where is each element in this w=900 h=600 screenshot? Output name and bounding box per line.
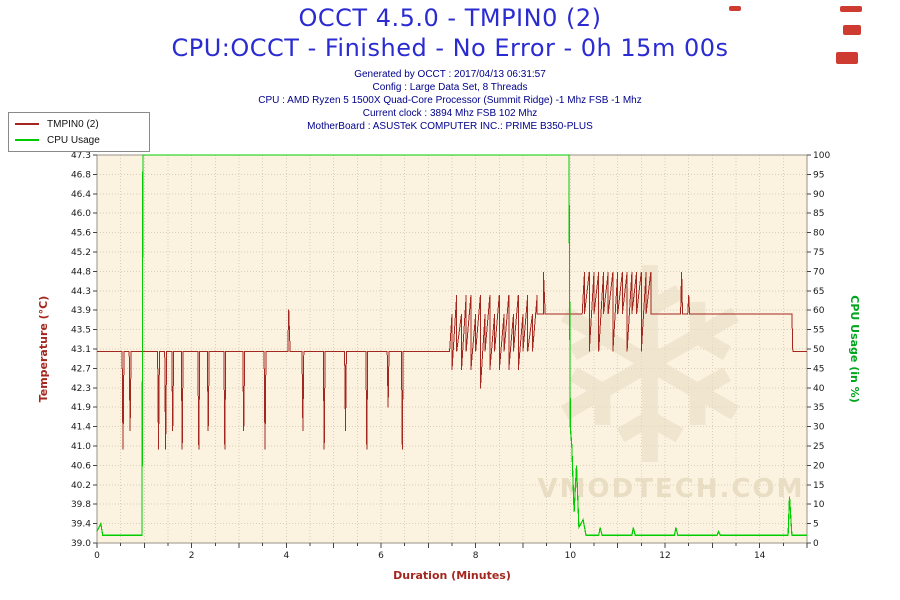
y-right-tick-label: 75 [813, 248, 824, 258]
legend-item-cpu-usage: CPU Usage [15, 132, 143, 148]
y-left-tick-label: 42.3 [71, 384, 91, 394]
meta-line-generated: Generated by OCCT : 2017/04/13 06:31:57 [354, 69, 546, 80]
y-right-tick-label: 30 [813, 423, 825, 433]
cpu-usage-line-swatch [15, 139, 39, 141]
y-right-tick-label: 80 [813, 229, 825, 239]
y-right-tick-label: 50 [813, 345, 825, 355]
page-subtitle: CPU:OCCT - Finished - No Error - 0h 15m … [171, 34, 729, 62]
y-left-tick-label: 39.0 [71, 539, 91, 549]
y-left-tick-label: 41.0 [71, 442, 91, 452]
y-right-tick-label: 95 [813, 170, 824, 180]
watermark-snowflake-icon: ❄ [537, 211, 763, 526]
legend-item-tmpin0: TMPIN0 (2) [15, 116, 143, 132]
y-right-tick-label: 85 [813, 209, 824, 219]
y-left-tick-label: 43.1 [71, 345, 91, 355]
red-stamp-fragment [840, 6, 862, 12]
meta-line-clock: Current clock : 3894 Mhz FSB 102 Mhz [362, 108, 538, 119]
y-right-tick-label: 15 [813, 481, 824, 491]
y-right-tick-label: 25 [813, 442, 824, 452]
x-tick-label: 4 [283, 551, 289, 561]
legend: TMPIN0 (2) CPU Usage [8, 112, 150, 152]
tmpin0-line-swatch [15, 123, 39, 125]
y-right-tick-label: 90 [813, 190, 825, 200]
legend-label-tmpin0: TMPIN0 (2) [47, 118, 99, 130]
page-title: OCCT 4.5.0 - TMPIN0 (2) [298, 4, 602, 32]
y-left-ticks: 47.3 46.8 46.4 46.0 45.6 45.2 44.8 44.3 43.9 43.5… [71, 151, 97, 549]
legend-label-cpu-usage: CPU Usage [47, 134, 100, 146]
system-info-block: Generated by OCCT : 2017/04/13 06:31:57 … [0, 68, 900, 133]
red-stamp-fragment [843, 25, 861, 35]
y-left-tick-label: 44.3 [71, 287, 91, 297]
x-tick-label: 12 [659, 551, 670, 561]
y-right-tick-label: 60 [813, 306, 825, 316]
y-left-tick-label: 43.5 [71, 326, 91, 336]
y-right-tick-label: 40 [813, 384, 825, 394]
y-left-tick-label: 45.6 [71, 229, 91, 239]
y-left-tick-label: 44.8 [71, 267, 91, 277]
grid [97, 155, 807, 543]
y-right-tick-label: 70 [813, 267, 825, 277]
y-left-tick-label: 43.9 [71, 306, 91, 316]
y-right-tick-label: 0 [813, 539, 819, 549]
series-line-tmpin0 [97, 271, 807, 450]
y-right-tick-label: 65 [813, 287, 824, 297]
y-left-tick-label: 46.0 [71, 209, 91, 219]
meta-line-cpu: CPU : AMD Ryzen 5 1500X Quad-Core Proces… [258, 95, 642, 106]
y-left-tick-label: 46.8 [71, 170, 91, 180]
y-left-tick-label: 40.2 [71, 481, 91, 491]
x-axis-title: Duration (Minutes) [393, 569, 511, 582]
y-left-tick-label: 47.3 [71, 151, 91, 161]
x-tick-label: 10 [565, 551, 577, 561]
y-left-tick-label: 42.7 [71, 364, 91, 374]
red-stamp-fragment [729, 6, 741, 11]
x-tick-label: 0 [94, 551, 100, 561]
meta-line-config: Config : Large Data Set, 8 Threads [372, 82, 528, 93]
y-right-axis-title: CPU Usage (in %) [848, 295, 861, 402]
y-right-tick-label: 100 [813, 151, 830, 161]
y-left-tick-label: 41.9 [71, 403, 91, 413]
y-left-tick-label: 39.8 [71, 500, 91, 510]
series-line-cpu-usage [96, 154, 807, 536]
y-right-tick-label: 55 [813, 326, 824, 336]
y-left-axis-title: Temperature (°C) [37, 296, 50, 403]
x-tick-label: 2 [189, 551, 195, 561]
y-left-tick-label: 45.2 [71, 248, 91, 258]
y-right-tick-label: 35 [813, 403, 824, 413]
watermark-text: VMODTECH.COM [538, 474, 805, 504]
y-left-tick-label: 39.4 [71, 520, 91, 530]
x-ticks: 0 2 4 6 8 10 12 14 [94, 543, 808, 561]
watermark: ❄VMODTECH.COM [537, 211, 805, 526]
y-right-tick-label: 10 [813, 500, 825, 510]
y-left-tick-label: 46.4 [71, 190, 91, 200]
x-tick-label: 14 [754, 551, 766, 561]
x-tick-label: 6 [378, 551, 384, 561]
x-tick-label: 8 [473, 551, 479, 561]
meta-line-motherboard: MotherBoard : ASUSTeK COMPUTER INC.: PRI… [307, 121, 593, 132]
y-right-tick-label: 45 [813, 364, 824, 374]
y-right-tick-label: 20 [813, 461, 825, 471]
y-right-ticks: 1009590858075706560555045403530252015105… [807, 151, 830, 549]
red-stamp-fragment [836, 52, 858, 64]
y-right-tick-label: 5 [813, 520, 819, 530]
y-left-tick-label: 41.4 [71, 423, 91, 433]
y-left-tick-label: 40.6 [71, 461, 91, 471]
